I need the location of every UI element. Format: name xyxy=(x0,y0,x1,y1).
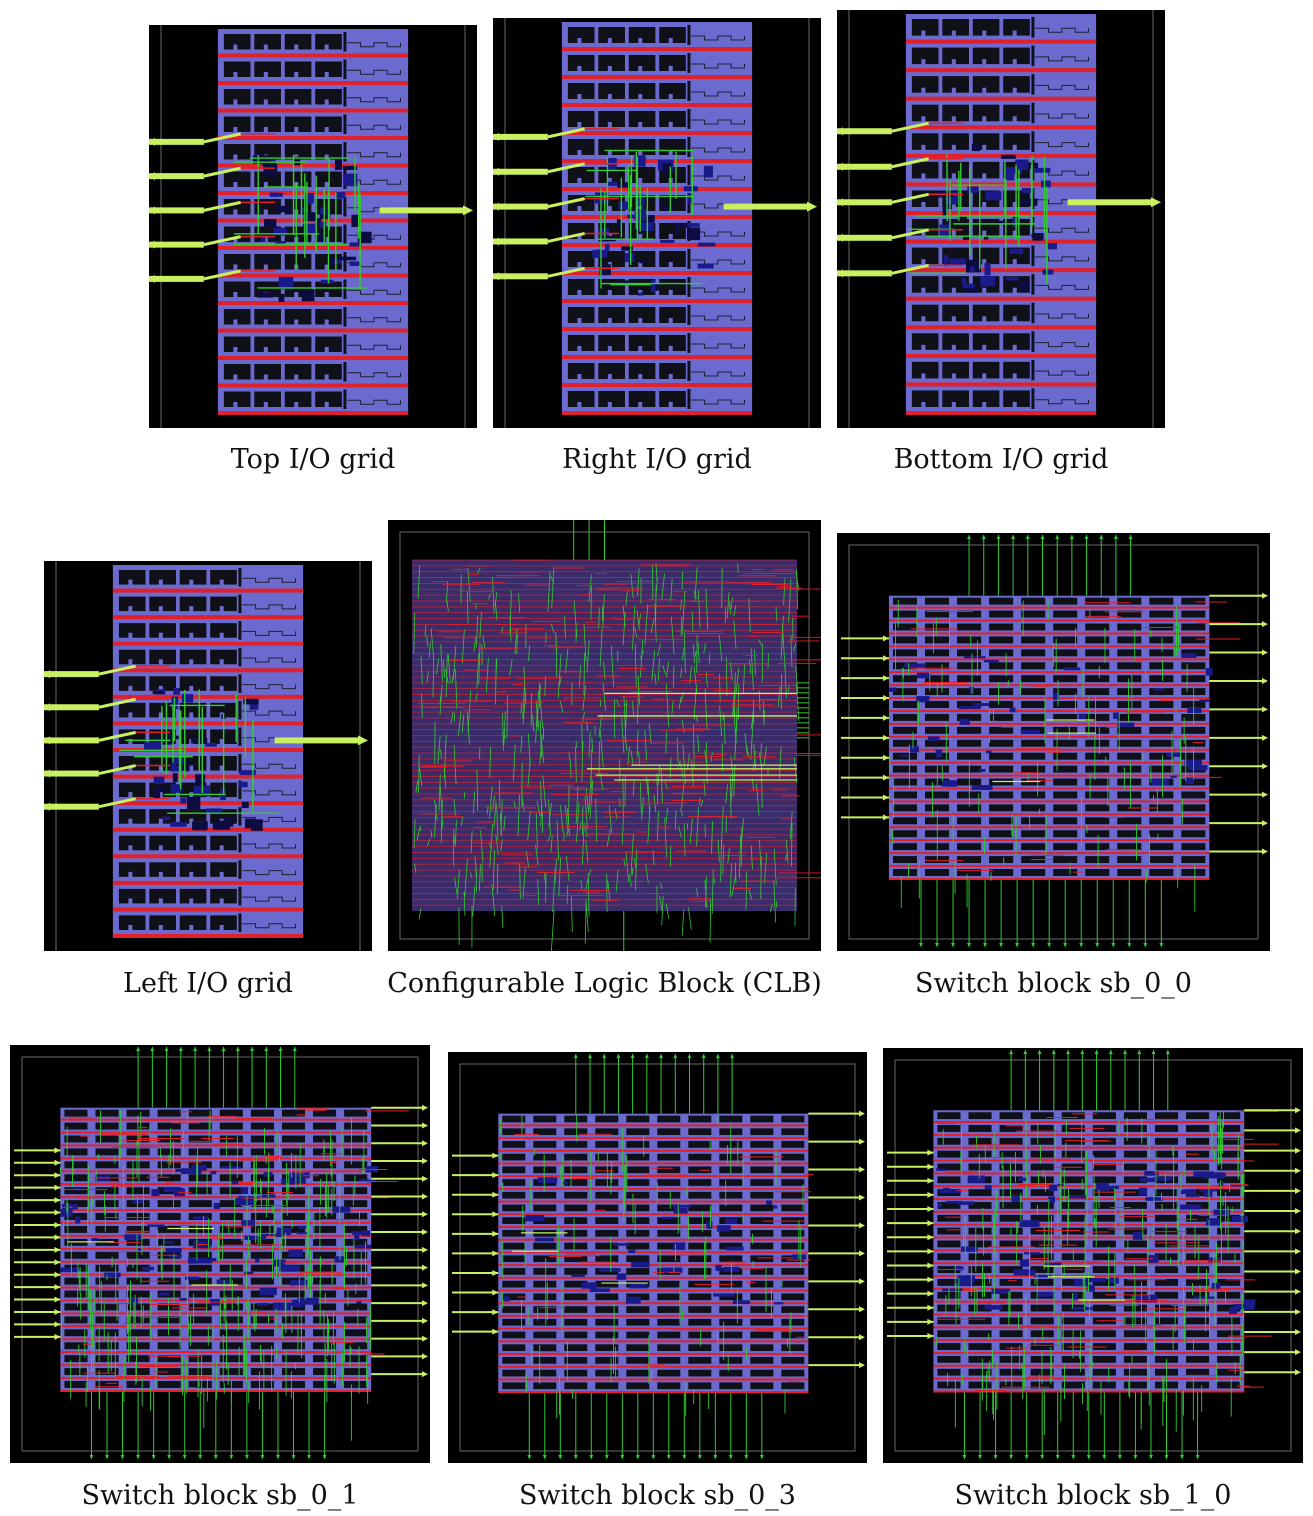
sb-1-0-caption: Switch block sb_1_0 xyxy=(954,1480,1232,1511)
sb-0-1-caption: Switch block sb_0_1 xyxy=(81,1480,359,1511)
bottom-io-layout-image xyxy=(837,10,1165,428)
sb-0-3-layout-image xyxy=(448,1052,867,1463)
sb-1-0-layout-image xyxy=(883,1048,1303,1463)
top-io-layout-image xyxy=(149,25,477,428)
sb-0-0-layout-image xyxy=(837,533,1270,951)
sb-0-3-caption: Switch block sb_0_3 xyxy=(519,1480,796,1511)
right-io-layout-image xyxy=(493,18,821,428)
sb-0-0-caption: Switch block sb_0_0 xyxy=(915,968,1192,999)
left-io-caption: Left I/O grid xyxy=(123,968,293,999)
clb-caption: Configurable Logic Block (CLB) xyxy=(387,968,822,999)
right-io-caption: Right I/O grid xyxy=(562,444,752,475)
clb-layout-image xyxy=(388,520,821,951)
left-io-layout-image xyxy=(44,561,372,951)
bottom-io-caption: Bottom I/O grid xyxy=(893,444,1109,475)
sb-0-1-layout-image xyxy=(10,1045,430,1463)
top-io-caption: Top I/O grid xyxy=(230,444,396,475)
